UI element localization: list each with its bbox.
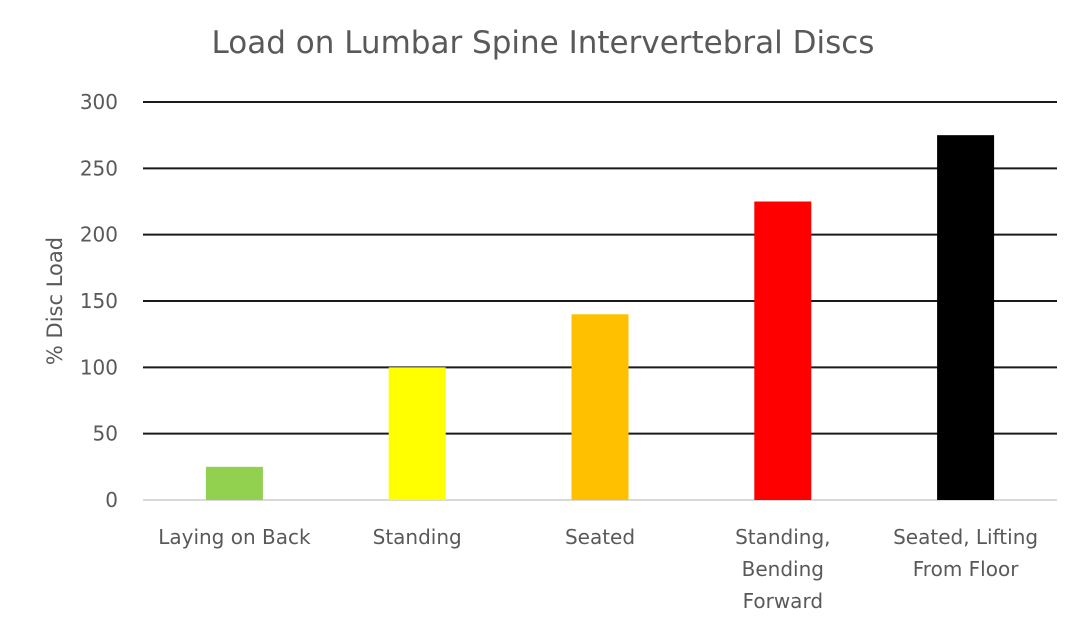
y-tick-label: 100	[80, 355, 118, 379]
y-tick-label: 150	[80, 289, 118, 313]
bar	[205, 466, 263, 500]
x-tick-label: Bending	[742, 557, 824, 581]
y-tick-label: 250	[80, 156, 118, 180]
x-tick-label: Standing,	[735, 525, 830, 549]
y-tick-labels: 0 50 100 150 200 250 300	[80, 90, 118, 512]
y-tick-label: 300	[80, 90, 118, 114]
bar	[571, 314, 629, 500]
x-tick-label: Standing	[373, 525, 462, 549]
bar	[388, 367, 446, 500]
chart-title: Load on Lumbar Spine Intervertebral Disc…	[212, 25, 875, 61]
x-tick-label: Laying on Back	[158, 525, 311, 549]
y-tick-label: 0	[105, 488, 118, 512]
bar	[754, 201, 812, 500]
x-tick-label: Forward	[743, 589, 823, 613]
x-tick-label: From Floor	[913, 557, 1019, 581]
bars	[205, 135, 995, 500]
bar	[937, 135, 995, 500]
x-tick-label: Seated	[565, 525, 635, 549]
y-tick-label: 50	[93, 422, 118, 446]
y-tick-label: 200	[80, 223, 118, 247]
x-tick-labels: Laying on Back Standing Seated Standing, Ben…	[158, 525, 1038, 613]
x-tick-label: Seated, Lifting	[893, 525, 1038, 549]
y-axis-label: % Disc Load	[43, 237, 67, 365]
